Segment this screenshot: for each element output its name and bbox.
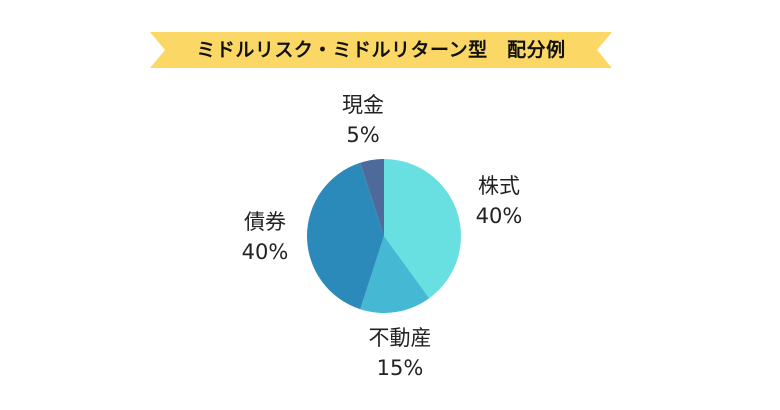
label-percent: 5% [346,123,380,147]
label-name: 現金 [342,93,384,117]
slice-stocks [384,159,462,299]
label-cash: 現金 5% [328,90,398,150]
slice-bonds [307,162,384,310]
chart-title: ミドルリスク・ミドルリターン型 配分例 [196,39,566,61]
ribbon-shape [150,32,612,68]
label-name: 不動産 [368,326,432,350]
label-percent: 40% [475,204,523,228]
label-name: 株式 [478,174,520,198]
label-real-estate: 不動産 15% [355,323,445,383]
slice-cash [360,159,384,236]
label-percent: 15% [376,356,424,380]
label-bonds: 債券 40% [230,207,300,267]
label-percent: 40% [241,240,289,264]
label-stocks: 株式 40% [464,171,534,231]
label-name: 債券 [244,210,286,234]
slice-real-estate [360,236,430,313]
title-banner: ミドルリスク・ミドルリターン型 配分例 [150,32,612,68]
